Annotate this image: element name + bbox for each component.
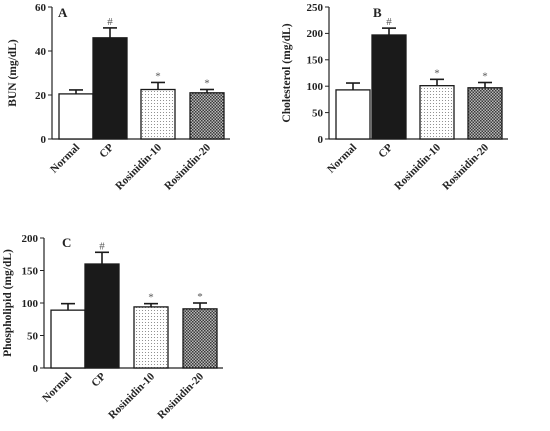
y-tick-label: 0 (33, 363, 39, 375)
significance-marker: * (204, 78, 210, 90)
y-tick-label: 250 (307, 2, 324, 14)
y-tick-label: 150 (307, 55, 324, 67)
bar (140, 88, 176, 140)
bar (92, 37, 128, 140)
bar (182, 308, 218, 369)
y-tick-label: 200 (307, 28, 324, 40)
category-label: Rosinidin-10 (106, 370, 157, 421)
bar (335, 89, 371, 140)
bar (50, 309, 86, 369)
bar (84, 263, 120, 369)
y-tick-label: 0 (318, 134, 324, 146)
y-tick-label: 40 (35, 46, 47, 58)
category-label: Normal (48, 142, 82, 176)
y-axis-label: Phospholipid (mg/dL) (2, 249, 14, 357)
bar (189, 92, 225, 140)
category-label: CP (97, 141, 116, 160)
y-axis-label: Cholesterol (mg/dL) (281, 23, 293, 122)
significance-marker: * (197, 291, 203, 303)
significance-marker: # (107, 16, 113, 28)
category-label: Rosinidin-10 (392, 141, 443, 192)
y-tick-label: 0 (41, 134, 47, 146)
y-tick-label: 100 (22, 298, 39, 310)
significance-marker: * (482, 71, 488, 83)
y-tick-label: 150 (22, 265, 39, 277)
category-label: Rosinidin-20 (162, 141, 213, 192)
significance-marker: * (434, 67, 440, 79)
y-tick-label: 200 (22, 233, 39, 245)
y-tick-label: 60 (35, 2, 47, 14)
category-label: Rosinidin-20 (155, 370, 206, 421)
significance-marker: * (148, 292, 154, 304)
chart-panel-a: 0 20 40 60 BUN (mg/dL) A Normal # CP * Rosinidin-1… (7, 2, 230, 192)
category-label: CP (376, 141, 395, 160)
y-tick-label: 20 (35, 90, 47, 102)
category-label: CP (89, 370, 108, 389)
panel-label: C (62, 235, 71, 250)
bar (467, 87, 503, 140)
category-label: Normal (325, 142, 359, 176)
significance-marker: # (386, 16, 392, 28)
chart-panel-c: 0 50 100 150 200 Phospholipid (mg/dL) C Normal #… (2, 233, 223, 421)
significance-marker: * (155, 70, 161, 82)
y-tick-label: 50 (27, 330, 39, 342)
category-label: Rosinidin-20 (440, 141, 491, 192)
y-tick-label: 50 (312, 107, 324, 119)
y-axis-label: BUN (mg/dL) (7, 39, 19, 107)
panel-label: A (58, 5, 68, 20)
bar (371, 34, 407, 140)
category-label: Normal (40, 371, 74, 405)
bar (133, 306, 169, 369)
panel-label: B (373, 5, 382, 20)
bar (419, 85, 455, 140)
y-tick-label: 100 (307, 81, 324, 93)
category-label: Rosinidin-10 (113, 141, 164, 192)
significance-marker: # (99, 240, 105, 252)
bar (58, 93, 94, 140)
chart-panel-b: 0 50 100 150 200 250 Cholesterol (mg/dL) B Norma… (281, 2, 508, 192)
